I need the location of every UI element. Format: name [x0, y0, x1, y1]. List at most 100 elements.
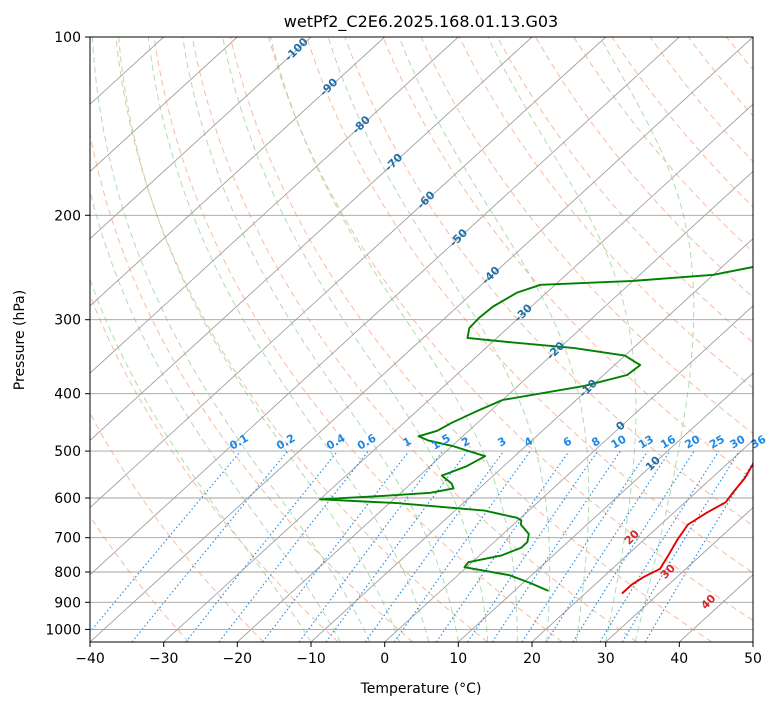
mixing-ratio-line — [90, 450, 242, 633]
isotherm-line — [605, 506, 753, 642]
isotherm-line — [531, 439, 753, 642]
dry-adiabat — [573, 37, 753, 253]
mixing-ratio-line — [491, 450, 621, 642]
temperature-profile-line — [621, 461, 753, 594]
dry-adiabat — [115, 37, 488, 642]
dry-adiabat — [306, 37, 753, 574]
mixing-ratio-line — [521, 450, 649, 642]
y-axis: 100 200 300 400 500 600 700 800 900 1000 — [45, 30, 90, 638]
mixing-ratio-label: 30 — [728, 432, 748, 451]
y-axis-title: Pressure (hPa) — [12, 290, 28, 390]
mixing-ratio-line — [545, 450, 671, 642]
dewpoint-profile-line — [319, 266, 753, 592]
isotherm-line — [752, 641, 753, 642]
y-tick-label: 300 — [54, 313, 81, 329]
x-tick-label: 10 — [449, 651, 467, 667]
isotherm-line — [90, 37, 459, 374]
dry-adiabat — [90, 131, 414, 642]
moist-adiabat — [222, 37, 489, 642]
dry-adiabat — [153, 37, 563, 642]
isotherm-line — [310, 238, 753, 642]
mixing-ratio-line — [325, 450, 468, 642]
mixing-ratio-label: 3 — [495, 435, 508, 450]
moist-adiabat — [182, 37, 459, 642]
dry-adiabat — [268, 37, 753, 622]
y-tick-label: 800 — [54, 565, 81, 581]
mixing-ratio-line — [467, 450, 599, 642]
mixing-ratio-line — [621, 450, 740, 642]
isotherm-line — [90, 37, 680, 576]
mixing-ratio-line — [572, 450, 695, 642]
mixing-ratio-line — [364, 450, 505, 642]
x-tick-label: −40 — [75, 651, 105, 667]
isotherm-line — [90, 37, 753, 642]
x-tick-label: −30 — [149, 651, 179, 667]
dry-adiabat — [687, 37, 753, 117]
dry-adiabat — [382, 37, 753, 481]
mixing-ratio-line — [131, 450, 289, 642]
y-tick-label: 700 — [54, 531, 81, 547]
dry-adiabat — [344, 37, 753, 527]
dry-adiabat — [611, 37, 753, 208]
x-axis-title: Temperature (°C) — [360, 681, 482, 697]
mixing-ratio-label: 0.4 — [324, 431, 348, 452]
mixing-ratio-label: 6 — [561, 434, 574, 449]
dry-adiabat — [191, 37, 638, 642]
moist-adiabat — [90, 189, 341, 642]
mixing-ratio-label: 16 — [658, 432, 678, 451]
isotherm-line — [90, 37, 386, 307]
moist-adiabat — [147, 37, 430, 642]
dry-adiabat — [496, 37, 753, 344]
dry-adiabat — [649, 37, 753, 163]
x-tick-label: 0 — [380, 651, 389, 667]
isotherm-line — [236, 170, 753, 642]
mixing-ratio-label: 1.5 — [429, 432, 452, 453]
y-tick-label: 900 — [54, 595, 81, 611]
mixing-ratio-line — [262, 450, 410, 642]
y-tick-label: 600 — [54, 491, 81, 507]
mixing-ratio-line — [435, 450, 570, 642]
mixing-ratio-line — [218, 450, 369, 642]
x-axis: −40 −30 −20 −10 0 10 20 30 40 50 — [75, 642, 762, 667]
dry-adiabat — [90, 515, 190, 642]
isotherm-line — [90, 37, 533, 441]
isotherm-line — [90, 37, 607, 509]
moist-adiabat — [398, 37, 590, 642]
moist-adiabat — [599, 37, 695, 642]
chart-title: wetPf2_C2E6.2025.168.01.13.G03 — [284, 12, 558, 32]
x-tick-label: −10 — [296, 651, 326, 667]
mixing-ratio-line — [298, 450, 444, 642]
dry-adiabat — [726, 37, 753, 71]
mixing-ratio-label: 36 — [748, 432, 768, 451]
x-tick-label: 50 — [744, 651, 762, 667]
moist-adiabat — [269, 37, 518, 642]
x-tick-label: −20 — [223, 651, 253, 667]
y-tick-label: 1000 — [45, 622, 81, 638]
dry-adiabat — [229, 37, 712, 642]
isotherm-line — [163, 103, 753, 642]
mixing-ratio-line — [599, 450, 720, 642]
y-tick-label: 100 — [54, 30, 81, 46]
moist-adiabat — [91, 37, 371, 642]
profile-series — [319, 266, 753, 594]
dry-adiabat — [765, 37, 775, 642]
pressure-gridlines — [90, 37, 753, 630]
isotherm-line — [90, 37, 238, 173]
isotherm-line — [384, 305, 753, 642]
isotherm-label: -100 — [282, 35, 311, 64]
y-tick-label: 200 — [54, 208, 81, 224]
mixing-ratio-line — [185, 450, 339, 642]
isotherm-line — [457, 372, 753, 642]
dry-adiabat — [90, 412, 264, 642]
moist-adiabat — [90, 278, 312, 642]
isotherm-line — [90, 37, 312, 240]
y-tick-label: 400 — [54, 387, 81, 403]
y-tick-label: 500 — [54, 444, 81, 460]
mixing-ratio-label: 0.2 — [274, 432, 297, 453]
mixing-ratio-label: 1 — [401, 435, 414, 450]
x-tick-label: 30 — [597, 651, 615, 667]
background-reference-lines — [90, 37, 775, 642]
x-tick-label: 20 — [523, 651, 541, 667]
mixing-ratio-line — [393, 450, 531, 642]
